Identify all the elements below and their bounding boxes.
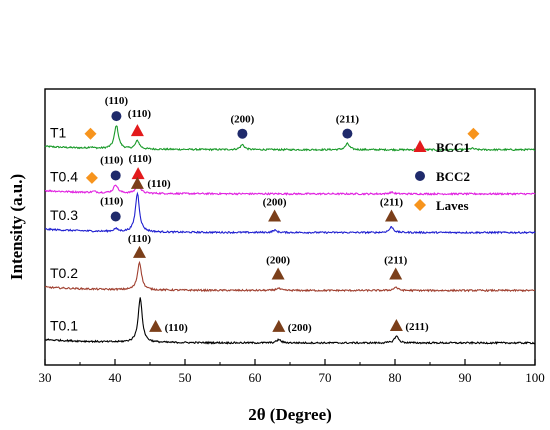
series-trace bbox=[44, 297, 536, 345]
peak-marker bbox=[342, 128, 353, 139]
peak-marker bbox=[131, 167, 145, 180]
series-name-label: T0.3 bbox=[50, 207, 78, 223]
x-tick-label: 100 bbox=[525, 370, 545, 385]
peak-label: (110) bbox=[100, 196, 124, 208]
x-tick-label: 90 bbox=[459, 370, 472, 385]
peak-marker bbox=[110, 211, 121, 222]
peak-label: (110) bbox=[100, 154, 124, 166]
peak-marker bbox=[85, 171, 98, 184]
x-tick-label: 50 bbox=[179, 370, 192, 385]
peak-marker bbox=[133, 245, 146, 258]
peak-marker bbox=[110, 170, 121, 181]
legend-symbol bbox=[414, 199, 426, 211]
x-tick-label: 30 bbox=[39, 370, 52, 385]
peak-label: (110) bbox=[128, 108, 152, 120]
peak-marker bbox=[389, 267, 403, 280]
peak-marker bbox=[149, 319, 163, 332]
x-tick-label: 80 bbox=[389, 370, 402, 385]
peak-marker bbox=[268, 209, 282, 222]
series-name-label: T0.4 bbox=[50, 168, 78, 184]
peak-label: (110) bbox=[105, 95, 129, 107]
peak-label: (200) bbox=[230, 114, 254, 126]
peak-marker bbox=[385, 209, 398, 222]
peak-label: (200) bbox=[263, 197, 287, 209]
y-axis-title: Intensity (a.u.) bbox=[7, 174, 26, 280]
peak-marker bbox=[130, 124, 144, 137]
legend-symbol bbox=[415, 171, 425, 181]
x-tick-label: 40 bbox=[109, 370, 122, 385]
peak-label: (211) bbox=[384, 254, 408, 266]
peak-label: (211) bbox=[380, 197, 404, 209]
legend-entry-label: BCC2 bbox=[436, 169, 470, 184]
peak-label: (110) bbox=[128, 233, 152, 245]
series-layer: T1 T0.4 T0.3 T0.2 T0.1 bbox=[44, 124, 536, 345]
axis-layer: 30 40 50 60 70 80 90 100 bbox=[39, 359, 545, 385]
peak-label: (200) bbox=[266, 254, 290, 266]
series-trace bbox=[44, 260, 536, 293]
series-name-label: T1 bbox=[50, 124, 67, 140]
peak-label: (211) bbox=[405, 321, 429, 333]
peak-marker bbox=[111, 111, 122, 122]
legend-entry-label: BCC1 bbox=[436, 140, 470, 155]
marker-layer: (110)(110) (200) (211)(110) (110)(110)(110)… bbox=[84, 95, 480, 334]
series-trace bbox=[44, 191, 536, 235]
peak-marker bbox=[389, 319, 403, 332]
legend-symbol bbox=[413, 140, 427, 152]
peak-label: (110) bbox=[147, 178, 171, 190]
legend: BCC1 BCC2 Laves bbox=[413, 140, 470, 213]
x-tick-label: 60 bbox=[249, 370, 262, 385]
series-trace bbox=[45, 181, 536, 196]
legend-entry-label: Laves bbox=[436, 198, 469, 213]
peak-label: (110) bbox=[165, 322, 189, 334]
peak-marker bbox=[272, 319, 286, 332]
peak-marker bbox=[271, 267, 285, 280]
peak-label: (110) bbox=[128, 153, 152, 165]
series-name-label: T0.2 bbox=[50, 265, 78, 281]
peak-marker bbox=[130, 176, 144, 189]
peak-label: (200) bbox=[288, 322, 312, 334]
series-trace bbox=[44, 125, 535, 152]
peak-label: (211) bbox=[336, 114, 360, 126]
x-axis-title: 2θ (Degree) bbox=[248, 405, 332, 424]
peak-marker bbox=[84, 127, 97, 140]
peak-marker bbox=[467, 127, 480, 140]
x-tick-label: 70 bbox=[319, 370, 332, 385]
peak-marker bbox=[237, 128, 248, 139]
series-name-label: T0.1 bbox=[50, 318, 78, 334]
